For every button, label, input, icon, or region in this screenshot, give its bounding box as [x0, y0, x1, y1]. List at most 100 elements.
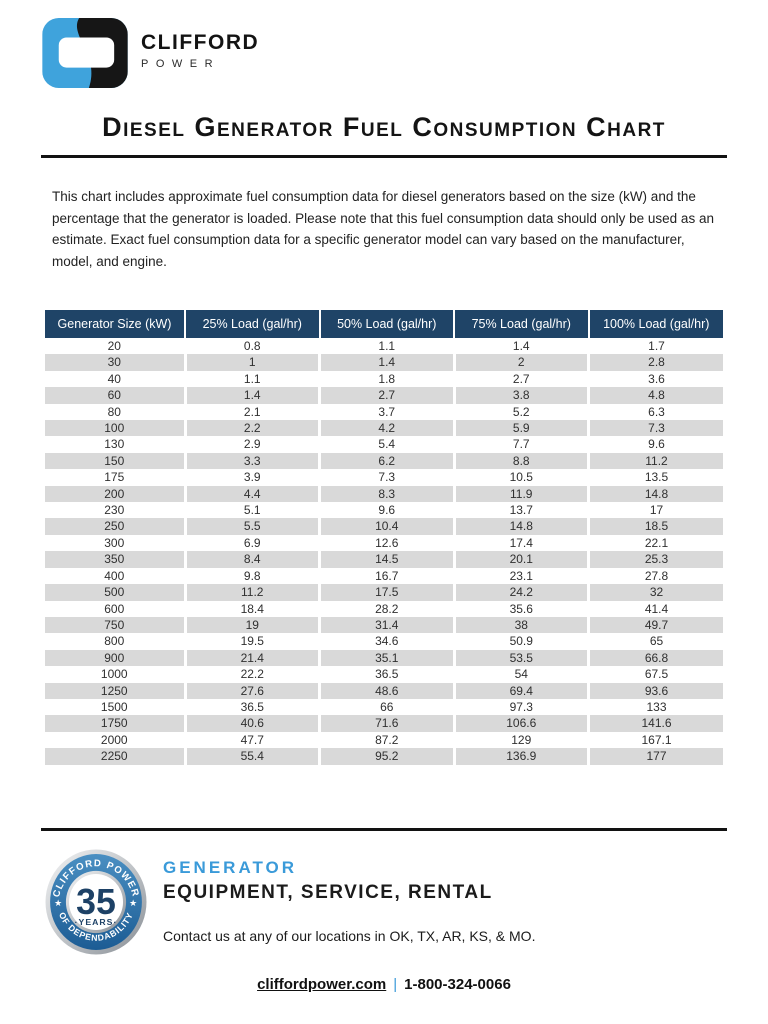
table-cell: 60	[45, 387, 185, 404]
table-cell: 230	[45, 502, 185, 519]
table-row: 900 21.4 35.1 53.5 66.8	[45, 649, 723, 667]
table-cell: 2.7	[318, 387, 454, 404]
table-cell: 130	[45, 436, 185, 453]
table-cell: 13.5	[587, 469, 723, 486]
table-cell: 49.7	[587, 616, 723, 634]
table-cell: 38	[452, 616, 589, 634]
table-column-header: 100% Load (gal/hr)	[587, 310, 723, 338]
table-row: 750 19 31.4 38 49.7	[45, 616, 723, 634]
table-cell: 2.2	[183, 420, 320, 437]
table-cell: 3.9	[183, 469, 320, 486]
35-years-badge-icon: CLIFFORD POWER OF DEPENDABILITY ★ ★ 35 ·…	[45, 849, 147, 955]
table-cell: 1.4	[318, 354, 454, 371]
footer-heading-generator: GENERATOR	[163, 858, 298, 877]
footer-text-block: GENERATOR EQUIPMENT, SERVICE, RENTAL Con…	[163, 848, 535, 944]
table-row: 100 2.2 4.2 5.9 7.3	[45, 420, 723, 437]
page-title: Diesel Generator Fuel Consumption Chart	[102, 112, 666, 142]
table-cell: 4.4	[183, 485, 320, 503]
footer-divider	[41, 828, 727, 831]
website-link[interactable]: cliffordpower.com	[257, 976, 387, 993]
table-cell: 36.5	[183, 698, 320, 716]
table-cell: 129	[452, 731, 589, 749]
table-cell: 1.1	[318, 338, 454, 355]
table-row: 20 0.8 1.1 1.4 1.7	[45, 338, 723, 355]
brand-name: CLIFFORD	[141, 31, 260, 54]
table-row: 2000 47.7 87.2 129 167.1	[45, 731, 723, 749]
table-cell: 5.5	[183, 518, 320, 535]
table-cell: 47.7	[183, 731, 320, 749]
table-row: 150 3.3 6.2 8.8 11.2	[45, 452, 723, 470]
table-cell: 7.3	[587, 420, 723, 437]
table-cell: 23.1	[452, 567, 589, 585]
table-cell: 65	[587, 633, 723, 650]
table-cell: 20.1	[452, 551, 589, 568]
phone-number: 1-800-324-0066	[404, 976, 511, 993]
footer-heading-services: EQUIPMENT, SERVICE, RENTAL	[163, 882, 493, 903]
table-cell: 7.7	[452, 436, 589, 453]
table-cell: 67.5	[587, 666, 723, 683]
table-row: 30 1 1.4 2 2.8	[45, 354, 723, 371]
table-cell: 18.5	[587, 518, 723, 535]
table-cell: 2.1	[183, 403, 320, 421]
table-row: 1500 36.5 66 97.3 133	[45, 698, 723, 716]
table-row: 1000 22.2 36.5 54 67.5	[45, 666, 723, 683]
table-header-row: Generator Size (kW) 25% Load (gal/hr) 50% …	[45, 310, 723, 338]
table-cell: 17.5	[318, 584, 454, 601]
table-cell: 93.6	[587, 682, 723, 699]
table-cell: 8.3	[318, 485, 454, 503]
table-cell: 71.6	[318, 715, 454, 732]
table-cell: 136.9	[452, 748, 589, 765]
table-cell: 50.9	[452, 633, 589, 650]
table-column-header: 50% Load (gal/hr)	[318, 310, 454, 338]
table-cell: 10.5	[452, 469, 589, 486]
table-row: 350 8.4 14.5 20.1 25.3	[45, 551, 723, 568]
table-row: 2250 55.4 95.2 136.9 177	[45, 748, 723, 765]
contact-divider: |	[393, 976, 398, 993]
brand-wordmark: CLIFFORD POWER	[141, 31, 260, 71]
contact-bar: cliffordpower.com | 1-800-324-0066	[0, 976, 768, 993]
table-cell: 32	[587, 584, 723, 601]
table-cell: 1	[183, 354, 320, 371]
table-cell: 7.3	[318, 469, 454, 486]
table-cell: 800	[45, 633, 185, 650]
table-cell: 28.2	[318, 600, 454, 617]
table-column-header: Generator Size (kW)	[45, 310, 185, 338]
table-cell: 8.4	[183, 551, 320, 568]
table-cell: 13.7	[452, 502, 589, 519]
table-cell: 14.5	[318, 551, 454, 568]
table-cell: 2	[452, 354, 589, 371]
table-row: 300 6.9 12.6 17.4 22.1	[45, 534, 723, 552]
table-cell: 2250	[45, 748, 185, 765]
table-cell: 175	[45, 469, 185, 486]
table-cell: 167.1	[587, 731, 723, 749]
table-cell: 2.8	[587, 354, 723, 371]
table-cell: 9.6	[587, 436, 723, 453]
badge-star-right-icon: ★	[129, 898, 137, 908]
brand-subname: POWER	[141, 58, 221, 71]
table-row: 40 1.1 1.8 2.7 3.6	[45, 370, 723, 388]
brand-logo: CLIFFORD POWER	[42, 18, 259, 88]
table-cell: 141.6	[587, 715, 723, 732]
table-cell: 97.3	[452, 698, 589, 716]
table-cell: 30	[45, 354, 185, 371]
table-cell: 4.2	[318, 420, 454, 437]
table-cell: 10.4	[318, 518, 454, 535]
table-cell: 3.3	[183, 452, 320, 470]
table-row: 800 19.5 34.6 50.9 65	[45, 633, 723, 650]
table-row: 130 2.9 5.4 7.7 9.6	[45, 436, 723, 453]
table-cell: 36.5	[318, 666, 454, 683]
table-cell: 3.8	[452, 387, 589, 404]
table-row: 1250 27.6 48.6 69.4 93.6	[45, 682, 723, 699]
table-cell: 133	[587, 698, 723, 716]
table-cell: 14.8	[587, 485, 723, 503]
table-cell: 6.2	[318, 452, 454, 470]
table-cell: 750	[45, 616, 185, 634]
table-cell: 1.8	[318, 370, 454, 388]
table-cell: 34.6	[318, 633, 454, 650]
table-cell: 21.4	[183, 649, 320, 667]
table-cell: 6.3	[587, 403, 723, 421]
table-cell: 11.2	[587, 452, 723, 470]
table-cell: 87.2	[318, 731, 454, 749]
table-cell: 24.2	[452, 584, 589, 601]
footer-contact-line: Contact us at any of our locations in OK…	[163, 928, 536, 944]
